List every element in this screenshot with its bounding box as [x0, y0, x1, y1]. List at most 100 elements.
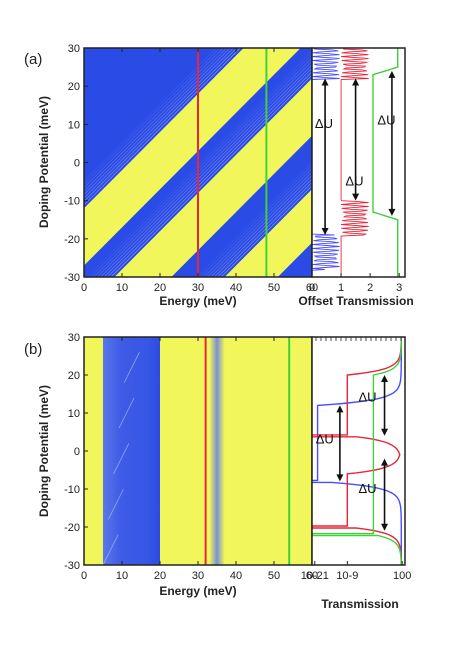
side-b-arrowhead-up: [381, 375, 389, 382]
heatmap-b-gap-2: [209, 337, 225, 565]
side-b-arrowhead-down: [381, 523, 389, 531]
heatmap-a-fringe: [110, 74, 312, 277]
panel-a-xtick-label: 40: [230, 282, 242, 294]
heatmap-a-fringe: [84, 48, 234, 199]
side-a-arrowhead-up: [352, 78, 360, 86]
heatmap-a-band: [224, 189, 312, 277]
heatmap-a-band: [114, 78, 312, 277]
side-a-xtick-label: 0: [309, 282, 315, 294]
panel-b-ytick-label: 0: [74, 446, 80, 458]
side-a-delta-u-label: ΔU: [377, 112, 395, 127]
heatmap-a-fringe: [210, 175, 312, 277]
side-b-arrowhead-down: [336, 474, 344, 482]
heatmap-a-fringe: [200, 164, 312, 277]
side-b-frame: [311, 336, 406, 566]
panel-a-ytick-label: 10: [68, 119, 80, 131]
heatmap-b: [84, 337, 312, 565]
heatmap-a-fringe: [90, 54, 312, 277]
panel-a-xtick-label: 0: [81, 282, 87, 294]
side-b-background: [312, 337, 405, 565]
side-a-arrowhead-down: [352, 193, 360, 201]
side-panel-b: ΔU ΔU ΔU: [311, 336, 406, 566]
heatmap-a-band: [84, 48, 301, 266]
side-a-arrowhead-down: [321, 228, 329, 236]
heatmap-a-fringe: [84, 48, 241, 206]
heatmap-a-fringe: [84, 48, 220, 185]
heatmap-a-fringe: [97, 60, 312, 277]
side-b-xtick-label: 100: [393, 570, 411, 582]
panel-a-xtick-label: 10: [116, 282, 128, 294]
panel-b-xtick-label: 20: [154, 570, 166, 582]
panel-b-xtick-label: 0: [81, 570, 87, 582]
heatmap-a-fringe: [86, 50, 312, 277]
heatmap-a-fringe: [84, 48, 231, 195]
xlabel-b: Energy (meV): [159, 584, 236, 598]
panel-b-xtick-label: 50: [268, 570, 280, 582]
side-b-xtick-label: 10-9: [336, 570, 358, 582]
ylabel-b: Doping Potential (meV): [37, 385, 51, 517]
heatmap-b-gap-1: [103, 337, 160, 565]
panel-a-ytick-label: 0: [74, 158, 80, 170]
panel-a-xtick-label: 60: [306, 282, 318, 294]
panel-a-ytick-label: 30: [68, 43, 80, 55]
panel-label-a: (a): [24, 51, 42, 68]
xlabel-a: Energy (meV): [159, 294, 236, 308]
side-a-curve-green: [372, 48, 399, 277]
heatmap-a-fringe: [93, 57, 312, 277]
heatmap-a-fringe: [214, 178, 312, 277]
side-a-xtick-label: 3: [396, 282, 402, 294]
side-a-arrowhead-down: [388, 208, 396, 216]
side-b-delta-u-label: ΔU: [359, 481, 377, 496]
side-a-arrowhead-up: [388, 70, 396, 78]
side-a-curve-blue: [312, 48, 340, 277]
heatmap-b-trace: [123, 352, 140, 383]
side-a-xtick-label: 1: [338, 282, 344, 294]
panel-b-xtick-label: 30: [192, 570, 204, 582]
panel-a-ytick-label: -20: [64, 234, 80, 246]
heatmap-a-fringe: [220, 185, 312, 277]
heatmap-b-trace: [113, 443, 130, 474]
side-a-curve-red: [340, 48, 369, 277]
side-b-xtick-label: 10-21: [301, 570, 329, 582]
heatmap-a-fringe: [100, 64, 312, 277]
heatmap-a-fringe: [197, 161, 312, 277]
heatmap-a-fringe: [207, 171, 312, 277]
side-b-delta-u-label: ΔU: [316, 431, 334, 446]
panel-a-xtick-label: 30: [192, 282, 204, 294]
panel-b-ytick-label: -20: [64, 522, 80, 534]
panel-label-b: (b): [24, 341, 42, 358]
heatmap-b-trace: [118, 397, 135, 429]
side-b-delta-u-label: ΔU: [359, 390, 377, 405]
panel-a-xtick-label: 20: [154, 282, 166, 294]
heatmap-b-trace: [107, 488, 124, 520]
panel-b-ytick-label: -10: [64, 484, 80, 496]
side-a-frame: [311, 47, 406, 278]
side-a-delta-u-label: ΔU: [345, 173, 363, 188]
panel-b-ytick-label: 20: [68, 370, 80, 382]
side-b-arrowhead-down: [381, 428, 389, 436]
panel-b-ytick-label: 10: [68, 408, 80, 420]
heatmap-a-fringe: [203, 168, 312, 277]
panel-a-ytick-label: 20: [68, 81, 80, 93]
panel-a-ytick-label: -10: [64, 196, 80, 208]
side-a-background: [312, 48, 405, 277]
xlabel-a-side: Offset Transmission: [298, 294, 413, 308]
side-b-arrowhead-up: [336, 405, 344, 413]
heatmap-a-fringe: [84, 48, 224, 189]
panel-b-ytick-label: 30: [68, 332, 80, 344]
side-a-delta-u-label: ΔU: [315, 116, 333, 131]
side-a-xtick-label: 2: [367, 282, 373, 294]
panel-a-ytick-label: -30: [64, 272, 80, 284]
heatmap-a-fringe: [107, 71, 312, 277]
heatmap-a: [84, 48, 312, 277]
panel-b-xtick-label: 40: [230, 570, 242, 582]
heatmap-a-fringe: [103, 67, 312, 277]
ylabel-a: Doping Potential (meV): [37, 96, 51, 228]
heatmap-a-fringe: [84, 48, 227, 192]
heatmap-a-fringe: [84, 48, 217, 182]
side-b-arrowhead-up: [381, 458, 389, 466]
xlabel-b-side: Transmission: [321, 597, 398, 611]
panel-b-xtick-label: 10: [116, 570, 128, 582]
heatmap-a-fringe: [217, 181, 312, 277]
